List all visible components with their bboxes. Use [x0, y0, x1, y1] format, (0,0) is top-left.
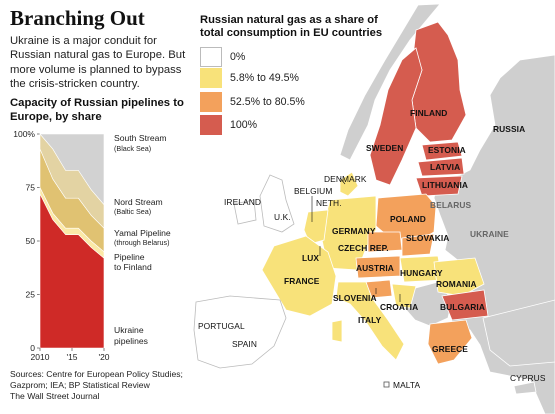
series-label-1: Pipeline — [114, 252, 145, 262]
y-tick-label: 100% — [13, 129, 35, 139]
label-romania: ROMANIA — [436, 279, 477, 289]
italy-shape — [335, 281, 405, 361]
headline-intro: Ukraine is a major conduit for Russian n… — [10, 35, 186, 90]
y-tick-label: 75 — [26, 183, 36, 193]
x-tick-label: '20 — [98, 352, 109, 362]
label-uk: U.K. — [274, 212, 291, 222]
series-label-0: Ukraine — [114, 325, 144, 335]
label-czech: CZECH REP. — [338, 243, 389, 253]
europe-map: Russian natural gas as a share of total … — [190, 0, 555, 414]
series-sublabel-3: (Baltic Sea) — [114, 207, 151, 216]
y-tick-label: 25 — [26, 290, 36, 300]
label-estonia: ESTONIA — [428, 145, 466, 155]
label-germany: GERMANY — [332, 226, 376, 236]
label-poland: POLAND — [390, 214, 426, 224]
legend-swatch-1 — [200, 68, 222, 88]
sweden-shape — [369, 47, 423, 186]
label-lithuania: LITHUANIA — [422, 180, 469, 190]
denmark-leader — [339, 177, 346, 185]
label-spain: SPAIN — [232, 339, 258, 349]
label-sweden: SWEDEN — [366, 143, 404, 153]
x-tick-label: 2010 — [31, 352, 50, 362]
legend-swatch-3 — [200, 115, 222, 135]
chart-title: Capacity of Russian pipelines to Europe,… — [10, 97, 184, 123]
legend-swatch-0 — [200, 47, 222, 67]
series-label-0-line2: pipelines — [114, 336, 148, 346]
pipeline-area-chart: 100% 75 50 25 0 2010 '15 '20 South Stream(Blac… — [13, 129, 171, 362]
uk-shape — [259, 174, 295, 233]
label-denmark: DENMARK — [324, 174, 367, 184]
slovakia-shape — [401, 233, 435, 257]
france-shape — [261, 235, 337, 317]
label-belgium: BELGIUM — [294, 186, 333, 196]
map-legend-title: Russian natural gas as a share of total … — [200, 14, 383, 39]
latvia-shape — [417, 157, 465, 177]
sardinia-shape — [331, 319, 343, 343]
label-belarus: BELARUS — [430, 200, 472, 210]
series-sublabel-4: (Black Sea) — [114, 144, 151, 153]
credit-text: The Wall Street Journal — [10, 391, 100, 401]
label-italy: ITALY — [358, 315, 382, 325]
lithuania-shape — [415, 175, 463, 197]
label-slovakia: SLOVAKIA — [406, 233, 450, 243]
series-label-3: Nord Stream — [114, 197, 163, 207]
legend-item-3: 100% — [200, 115, 350, 135]
malta-marker — [383, 381, 390, 388]
cyprus-shape — [513, 381, 537, 395]
source-text: Sources: Centre for European Policy Stud… — [10, 369, 183, 390]
headline-title: Branching Out — [10, 6, 145, 30]
y-tick-label: 0 — [30, 343, 35, 353]
chart-panel: Branching Out Ukraine is a major conduit… — [0, 0, 190, 414]
label-austria: AUSTRIA — [356, 263, 394, 273]
label-latvia: LATVIA — [430, 162, 461, 172]
source-note: Sources: Centre for European Policy Stud… — [10, 369, 190, 402]
series-label-4: South Stream — [114, 133, 167, 143]
ireland-shape — [233, 199, 257, 225]
denmark-shape — [339, 171, 359, 197]
label-russia: RUSSIA — [493, 124, 526, 134]
label-lux: LUX — [302, 253, 320, 263]
croatia-shape — [391, 283, 417, 309]
y-tick-label: 50 — [26, 236, 36, 246]
austria-shape — [355, 255, 401, 279]
label-slovenia: SLOVENIA — [333, 293, 377, 303]
series-label-2: Yamal Pipeline — [114, 228, 171, 238]
label-bulgaria: BULGARIA — [440, 302, 485, 312]
label-france: FRANCE — [284, 276, 320, 286]
norway-shape — [339, 3, 441, 161]
legend-label-2: 52.5% to 80.5% — [230, 96, 305, 108]
label-cyprus: CYPRUS — [510, 373, 546, 383]
legend-item-0: 0% — [200, 47, 350, 67]
legend-label-3: 100% — [230, 119, 258, 131]
label-neth: NETH. — [316, 198, 342, 208]
label-hungary: HUNGARY — [400, 268, 443, 278]
turkey-shape — [482, 299, 555, 367]
finland-shape — [411, 21, 467, 143]
label-malta: MALTA — [393, 380, 421, 390]
legend-item-2: 52.5% to 80.5% — [200, 92, 350, 112]
label-croatia: CROATIA — [380, 302, 419, 312]
x-tick-label: '15 — [66, 352, 77, 362]
label-ukraine: UKRAINE — [470, 229, 509, 239]
bulgaria-shape — [441, 289, 489, 321]
benelux-shape — [303, 209, 329, 245]
greece-shape — [427, 319, 473, 365]
area-series-4 — [39, 133, 105, 206]
legend-label-0: 0% — [230, 51, 246, 63]
legend-label-1: 5.8% to 49.5% — [230, 72, 299, 84]
iberia-shape — [193, 295, 287, 369]
label-portugal: PORTUGAL — [198, 321, 245, 331]
estonia-shape — [421, 141, 463, 161]
label-ireland: IRELAND — [224, 197, 262, 207]
legend-swatch-2 — [200, 92, 222, 112]
romania-shape — [433, 257, 485, 297]
series-sublabel-2: (through Belarus) — [114, 238, 170, 247]
legend-item-1: 5.8% to 49.5% — [200, 68, 350, 88]
label-finland: FINLAND — [410, 108, 448, 118]
map-shapes — [193, 3, 555, 414]
label-greece: GREECE — [432, 344, 468, 354]
series-label-1-line2: to Finland — [114, 262, 152, 272]
